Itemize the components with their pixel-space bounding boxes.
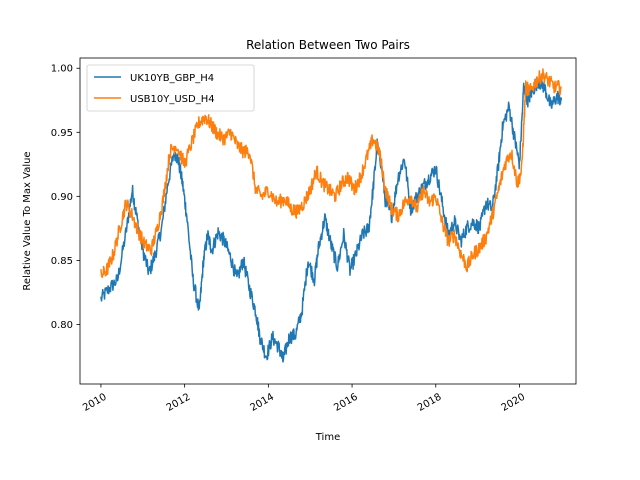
y-axis: 0.80 0.85 0.90 0.95 1.00 (51, 64, 80, 331)
y-tick-label: 0.95 (51, 128, 73, 139)
legend: UK10YB_GBP_H4 USB10Y_USD_H4 (86, 64, 255, 112)
legend-box (86, 64, 255, 112)
series-line-1 (100, 76, 563, 363)
plot-area (100, 68, 563, 363)
y-tick-label: 0.90 (51, 192, 73, 203)
y-tick-label: 0.80 (51, 320, 73, 331)
legend-label-2: USB10Y_USD_H4 (130, 94, 215, 105)
chart-title: Relation Between Two Pairs (246, 38, 410, 52)
series-line-2 (100, 68, 562, 278)
y-tick-label: 0.85 (51, 256, 73, 267)
plot-frame (79, 57, 577, 385)
y-axis-title: Relative Value To Max Value (22, 151, 33, 290)
y-tick-label: 1.00 (51, 64, 73, 75)
x-axis-title: Time (315, 432, 340, 443)
legend-label-1: UK10YB_GBP_H4 (130, 73, 214, 84)
